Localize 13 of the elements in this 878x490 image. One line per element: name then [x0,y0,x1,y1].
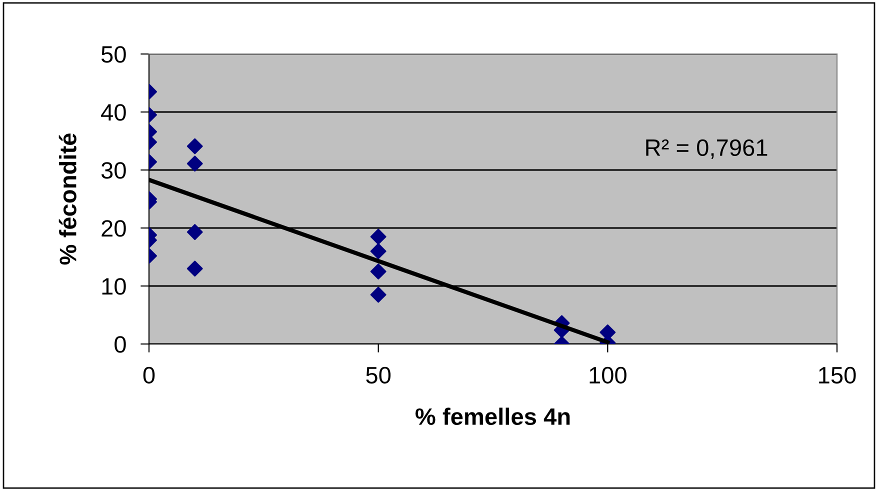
x-axis-title: % femelles 4n [416,408,570,426]
y-axis-title: % fécondité [58,134,76,265]
y-tick-label: 20 [102,220,126,237]
x-tick-label: 50 [366,366,391,384]
y-tick-label: 50 [101,46,126,63]
y-tick-label: 40 [101,104,126,121]
annotation: R² = 0,7961 [646,139,768,159]
x-tick-label: 0 [143,366,155,384]
y-tick-label: 0 [114,336,126,353]
x-tick-label: 100 [590,366,626,384]
y-tick-label: 10 [102,278,126,295]
y-tick-label: 30 [101,162,126,179]
x-tick-label: 150 [819,366,856,384]
